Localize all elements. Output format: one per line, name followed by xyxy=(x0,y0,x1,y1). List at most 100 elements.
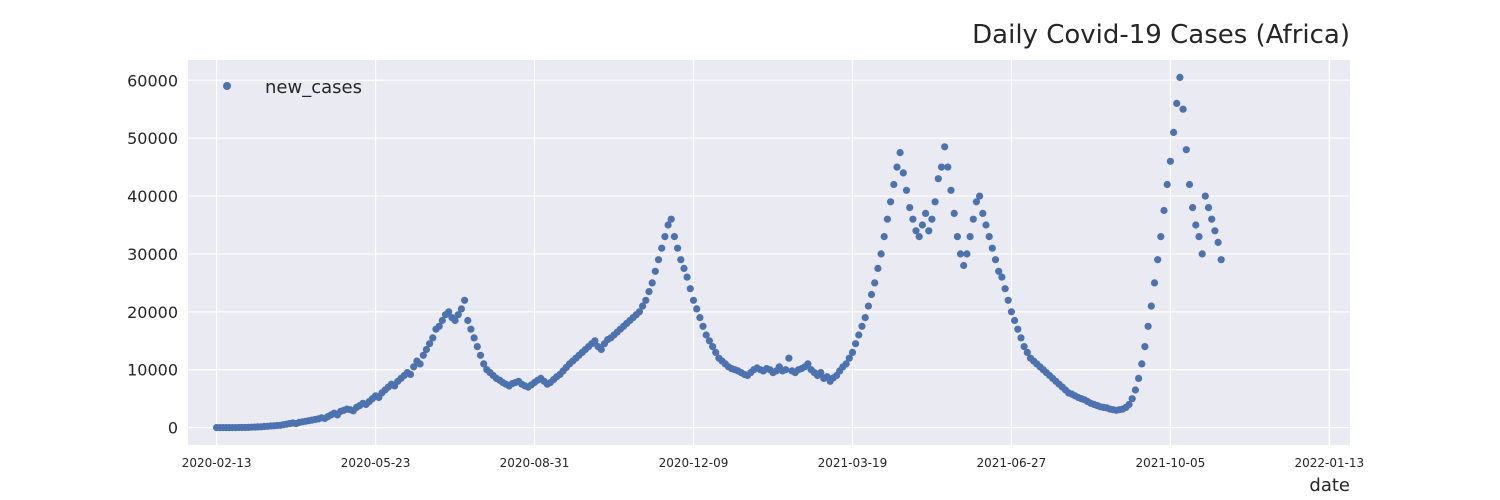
data-point xyxy=(473,343,481,351)
data-point xyxy=(909,215,917,223)
data-point xyxy=(1185,180,1194,189)
data-point xyxy=(406,370,415,378)
gridlines xyxy=(188,60,1350,445)
x-tick-label: 2020-08-31 xyxy=(500,456,570,470)
data-point xyxy=(464,316,472,325)
data-point xyxy=(855,331,863,339)
data-point xyxy=(845,354,853,362)
data-point xyxy=(1017,334,1025,342)
data-point xyxy=(890,180,898,189)
plot-area xyxy=(188,60,1350,445)
x-axis-label: date xyxy=(1309,475,1350,496)
data-point xyxy=(979,209,987,217)
data-point xyxy=(1147,302,1155,310)
data-point xyxy=(457,305,465,313)
data-point xyxy=(1192,221,1200,229)
data-point xyxy=(928,215,936,223)
data-point xyxy=(972,198,981,206)
data-point xyxy=(1173,99,1181,107)
data-point xyxy=(912,227,920,235)
data-point xyxy=(867,290,876,299)
data-point xyxy=(1128,395,1136,403)
y-tick-label: 30000 xyxy=(127,245,178,264)
data-point xyxy=(1154,256,1162,264)
data-point xyxy=(699,322,707,330)
data-point xyxy=(963,250,971,258)
data-point xyxy=(960,261,968,270)
data-point xyxy=(1141,343,1149,351)
legend: new_cases xyxy=(223,77,362,98)
data-point xyxy=(864,302,873,310)
data-point xyxy=(1211,227,1219,235)
data-point xyxy=(1144,322,1152,330)
data-point xyxy=(642,296,650,304)
data-points xyxy=(213,73,1225,432)
data-point xyxy=(1020,343,1028,351)
data-point xyxy=(1131,386,1139,394)
data-point xyxy=(956,250,965,258)
data-point xyxy=(674,244,682,252)
data-point xyxy=(1204,204,1213,212)
data-point xyxy=(902,186,911,194)
chart-title: Daily Covid-19 Cases (Africa) xyxy=(972,20,1350,50)
y-tick-label: 50000 xyxy=(127,129,178,148)
data-point xyxy=(883,215,892,223)
legend-marker xyxy=(223,82,231,90)
data-point xyxy=(705,337,714,345)
data-point xyxy=(470,334,478,342)
data-point xyxy=(658,244,666,252)
data-point xyxy=(976,192,984,200)
data-point xyxy=(476,351,485,359)
data-point xyxy=(686,285,694,293)
data-point xyxy=(410,363,418,371)
data-point xyxy=(953,233,962,241)
y-tick-label: 60000 xyxy=(127,71,178,90)
data-point xyxy=(639,302,647,310)
data-point xyxy=(941,143,949,151)
data-point xyxy=(893,163,901,171)
data-point xyxy=(664,221,672,229)
data-point xyxy=(1176,73,1184,81)
data-point xyxy=(416,360,424,368)
data-point xyxy=(429,334,437,342)
data-point xyxy=(785,354,793,362)
data-point xyxy=(419,351,427,359)
data-point xyxy=(982,221,990,229)
data-point xyxy=(896,149,904,157)
data-point xyxy=(782,366,790,374)
x-tick-label: 2021-06-27 xyxy=(977,456,1047,470)
data-point xyxy=(1007,308,1016,316)
data-point xyxy=(871,279,879,287)
y-tick-label: 0 xyxy=(168,419,178,438)
data-point xyxy=(848,348,857,356)
data-point xyxy=(654,256,663,264)
data-point xyxy=(899,169,907,177)
data-point xyxy=(998,273,1006,281)
data-point xyxy=(842,360,850,368)
data-point xyxy=(991,256,1000,264)
tick-labels: 0 10000 20000 30000 40000 50000 60000 2020-02-1… xyxy=(127,71,1364,470)
data-point xyxy=(1217,256,1225,264)
data-point xyxy=(934,175,942,183)
data-point xyxy=(645,288,653,296)
data-point xyxy=(1011,316,1019,325)
data-point xyxy=(947,186,955,194)
data-point xyxy=(1157,233,1165,241)
data-point xyxy=(918,221,927,229)
y-tick-label: 40000 xyxy=(127,187,178,206)
data-point xyxy=(1189,204,1197,212)
data-point xyxy=(1195,233,1203,241)
data-point xyxy=(877,250,885,258)
data-point xyxy=(683,273,691,281)
data-point xyxy=(677,256,685,264)
data-point xyxy=(969,215,977,223)
data-point xyxy=(426,340,434,348)
data-point xyxy=(1138,360,1146,368)
data-point xyxy=(887,198,895,206)
data-point xyxy=(817,369,825,377)
data-point xyxy=(874,264,882,272)
data-point xyxy=(1160,206,1168,215)
data-point xyxy=(1166,157,1174,165)
